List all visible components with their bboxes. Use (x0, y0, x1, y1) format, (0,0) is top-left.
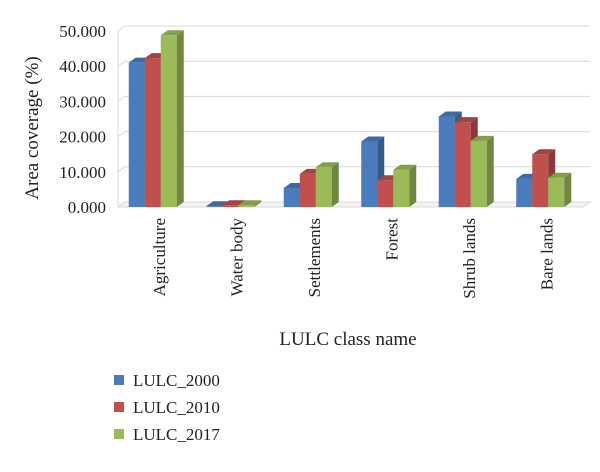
y-tick-label: 30.000 (59, 92, 106, 111)
y-tick-labels: 0.000 10.000 20.000 30.000 40.000 50.000 (59, 22, 106, 217)
x-category-label: Shrub lands (460, 218, 479, 299)
legend-swatch (114, 429, 124, 439)
gridline (117, 60, 590, 67)
bar (315, 162, 339, 207)
legend-item: LULC_2010 (114, 398, 220, 417)
x-category-label: Settlements (305, 218, 324, 297)
gridline (117, 131, 590, 138)
bars (128, 30, 572, 208)
y-axis-title: Area coverage (%) (22, 56, 43, 199)
gridline (117, 25, 590, 32)
legend-swatch (114, 375, 124, 385)
y-tick-label: 20.000 (59, 128, 106, 147)
y-tick-label: 10.000 (59, 163, 106, 182)
x-category-label: Water body (227, 218, 246, 297)
gridline (117, 166, 590, 173)
legend: LULC_2000 LULC_2010 LULC_2017 (114, 371, 220, 444)
legend-swatch (114, 402, 124, 412)
y-tick-label: 0.000 (68, 198, 106, 217)
bar (393, 164, 417, 207)
legend-label: LULC_2010 (133, 398, 220, 417)
y-tick-label: 50.000 (59, 22, 106, 41)
legend-item: LULC_2000 (114, 371, 220, 390)
bar (160, 30, 184, 208)
x-category-label: Bare lands (537, 218, 556, 290)
x-axis-title: LULC class name (279, 329, 416, 350)
x-category-label: Forest (382, 218, 401, 261)
legend-label: LULC_2017 (133, 425, 220, 444)
bar (470, 135, 494, 207)
legend-item: LULC_2017 (114, 425, 220, 444)
bar (238, 200, 262, 207)
x-category-labels: Agriculture Water body Settlements Forest Sh… (150, 218, 557, 299)
x-category-label: Agriculture (150, 218, 169, 296)
gridline (117, 95, 590, 102)
legend-label: LULC_2000 (133, 371, 220, 390)
bar (548, 172, 572, 207)
y-tick-label: 40.000 (59, 57, 106, 76)
